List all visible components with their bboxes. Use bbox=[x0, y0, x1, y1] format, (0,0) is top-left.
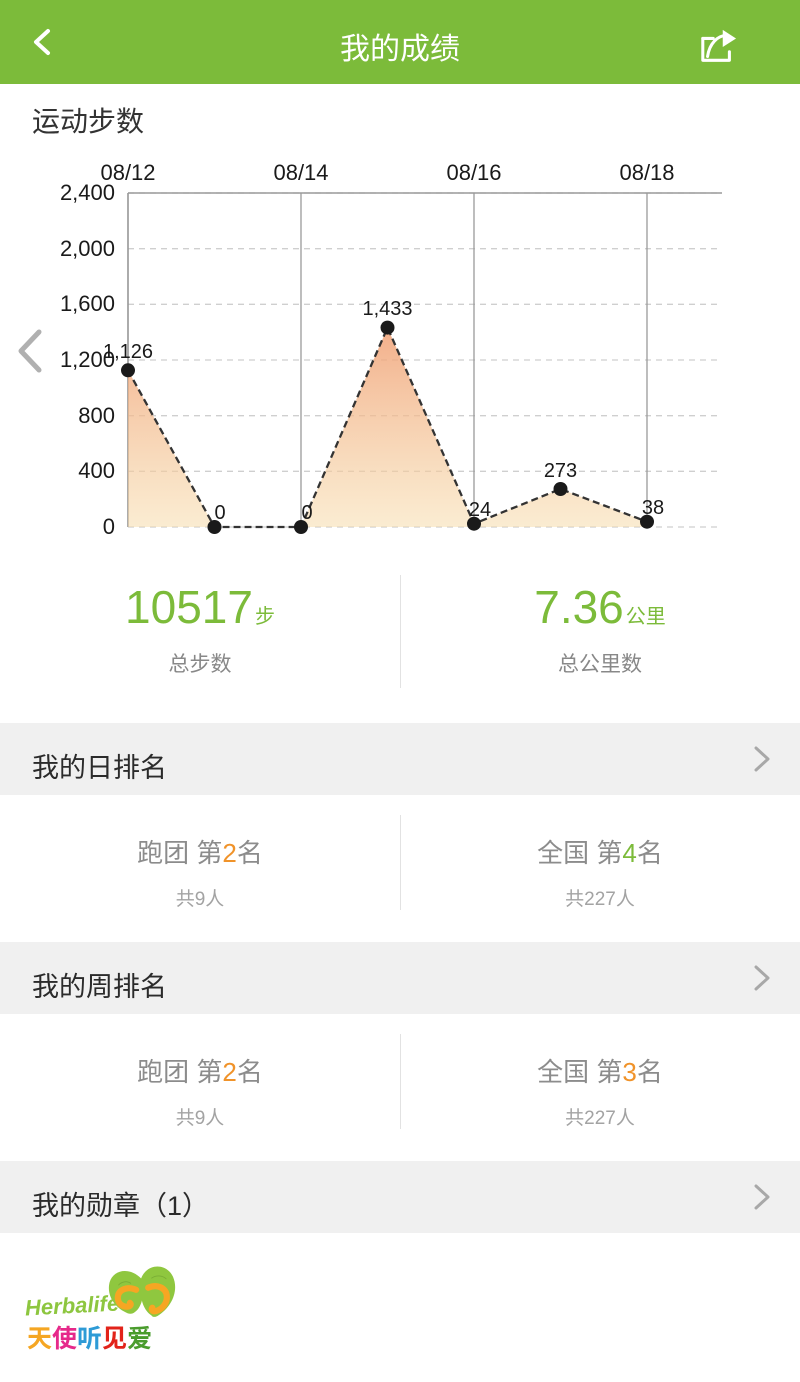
svg-text:08/16: 08/16 bbox=[446, 160, 501, 185]
svg-text:08/18: 08/18 bbox=[619, 160, 674, 185]
svg-text:08/12: 08/12 bbox=[100, 160, 155, 185]
svg-text:1,433: 1,433 bbox=[362, 298, 412, 320]
svg-text:0: 0 bbox=[301, 502, 312, 524]
svg-text:800: 800 bbox=[78, 403, 115, 428]
svg-text:1,600: 1,600 bbox=[60, 291, 115, 316]
svg-text:24: 24 bbox=[469, 499, 491, 521]
svg-text:38: 38 bbox=[642, 497, 664, 519]
svg-text:08/14: 08/14 bbox=[273, 160, 328, 185]
svg-text:273: 273 bbox=[544, 460, 577, 482]
svg-text:400: 400 bbox=[78, 458, 115, 483]
svg-text:2,000: 2,000 bbox=[60, 236, 115, 261]
svg-text:0: 0 bbox=[214, 502, 225, 524]
svg-text:0: 0 bbox=[103, 514, 115, 539]
svg-text:1,200: 1,200 bbox=[60, 347, 115, 372]
